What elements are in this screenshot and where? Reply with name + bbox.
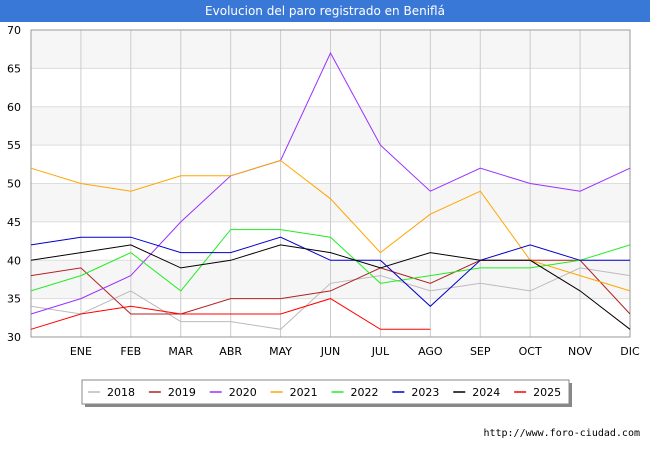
legend-label-2020: 2020 [229,386,257,399]
y-tick-label: 45 [7,216,21,229]
x-tick-label: JUL [371,345,390,358]
y-tick-label: 70 [7,24,21,37]
legend-label-2024: 2024 [472,386,500,399]
y-tick-label: 55 [7,139,21,152]
y-tick-label: 40 [7,254,21,267]
y-axis-ticks: 30 35 40 45 50 55 60 65 70 [7,24,21,344]
series-line-2022 [30,229,631,292]
series-line-2018 [30,267,631,330]
x-tick-label: DIC [620,345,640,358]
legend-label-2025: 2025 [533,386,561,399]
x-tick-label: MAR [168,345,193,358]
y-tick-label: 60 [7,101,21,114]
series-line-2023 [30,236,630,307]
plot-frame [30,29,631,338]
x-tick-label: OCT [519,345,542,358]
series-line-2020 [30,51,631,315]
y-tick-label: 65 [7,62,21,75]
x-tick-label: ENE [70,345,92,358]
x-tick-label: MAY [269,345,292,358]
legend-label-2021: 2021 [290,386,318,399]
series-line-2024 [30,244,631,330]
x-tick-label: SEP [470,345,491,358]
x-tick-label: FEB [120,345,141,358]
series-lines [30,51,631,330]
legend: 2018 2019 2020 2021 2022 2023 2024 2025 [81,379,572,407]
y-tick-label: 50 [7,178,21,191]
legend-label-2022: 2022 [351,386,379,399]
series-line-2025 [30,298,431,330]
chart-title: Evolucion del paro registrado en Beniflá [0,0,650,22]
legend-label-2018: 2018 [107,386,135,399]
y-tick-label: 35 [7,293,21,306]
x-tick-label: NOV [568,345,593,358]
legend-box [81,379,570,405]
source-url: http://www.foro-ciudad.com [483,428,640,439]
x-tick-label: ABR [219,345,242,358]
x-tick-label: JUN [320,345,341,358]
x-axis-ticks: ENE FEB MAR ABR MAY JUN JUL AGO SEP OCT NOV DIC [70,345,640,358]
x-tick-label: AGO [418,345,443,358]
legend-label-2019: 2019 [168,386,196,399]
legend-label-2023: 2023 [411,386,439,399]
y-tick-label: 30 [7,331,21,344]
